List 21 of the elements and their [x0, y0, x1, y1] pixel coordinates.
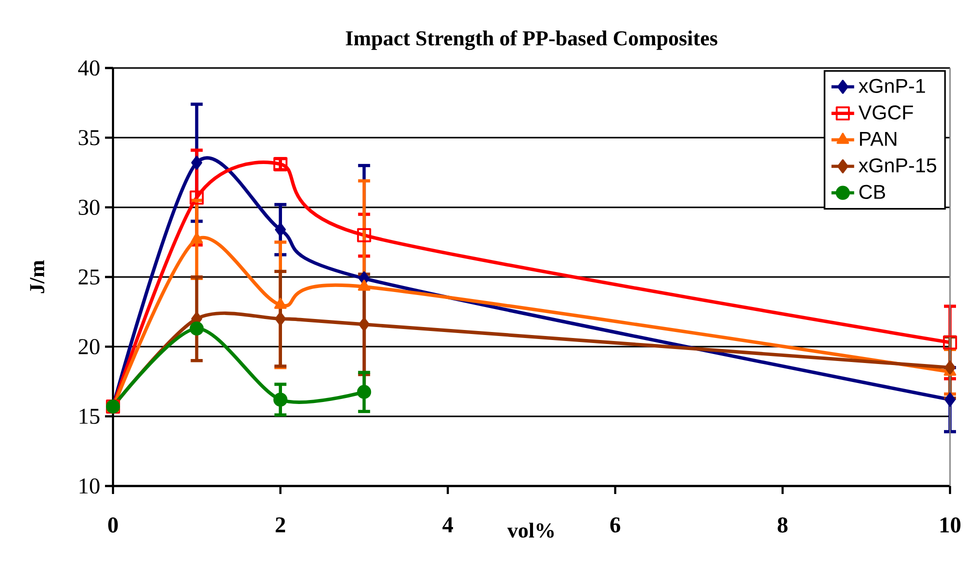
y-tick-label: 40 [78, 60, 100, 76]
x-tick-label: 6 [610, 517, 620, 533]
legend-label: CB [859, 184, 886, 199]
legend-label: xGnP-1 [858, 78, 925, 93]
x-tick-label: 2 [276, 517, 286, 532]
legend-label: PAN [860, 132, 896, 146]
y-tick-label: 35 [78, 130, 100, 146]
y-tick-label: 10 [80, 478, 100, 494]
y-tick-label: 20 [78, 339, 100, 354]
x-axis-title: vol% [507, 522, 554, 538]
y-axis-title: J/m [30, 260, 44, 294]
legend-label: VGCF [858, 105, 913, 120]
x-tick-label: 0 [108, 517, 118, 533]
legend-label: xGnP-15 [858, 158, 936, 172]
x-tick-label: 10 [940, 517, 960, 533]
y-tick-label: 25 [78, 269, 100, 285]
x-tick-label: 4 [442, 517, 454, 532]
y-tick-label: 15 [80, 408, 100, 424]
chart-title: Impact Strength of PP-based Composites [346, 30, 718, 50]
x-tick-label: 8 [778, 517, 788, 533]
y-tick-label: 30 [78, 200, 100, 215]
